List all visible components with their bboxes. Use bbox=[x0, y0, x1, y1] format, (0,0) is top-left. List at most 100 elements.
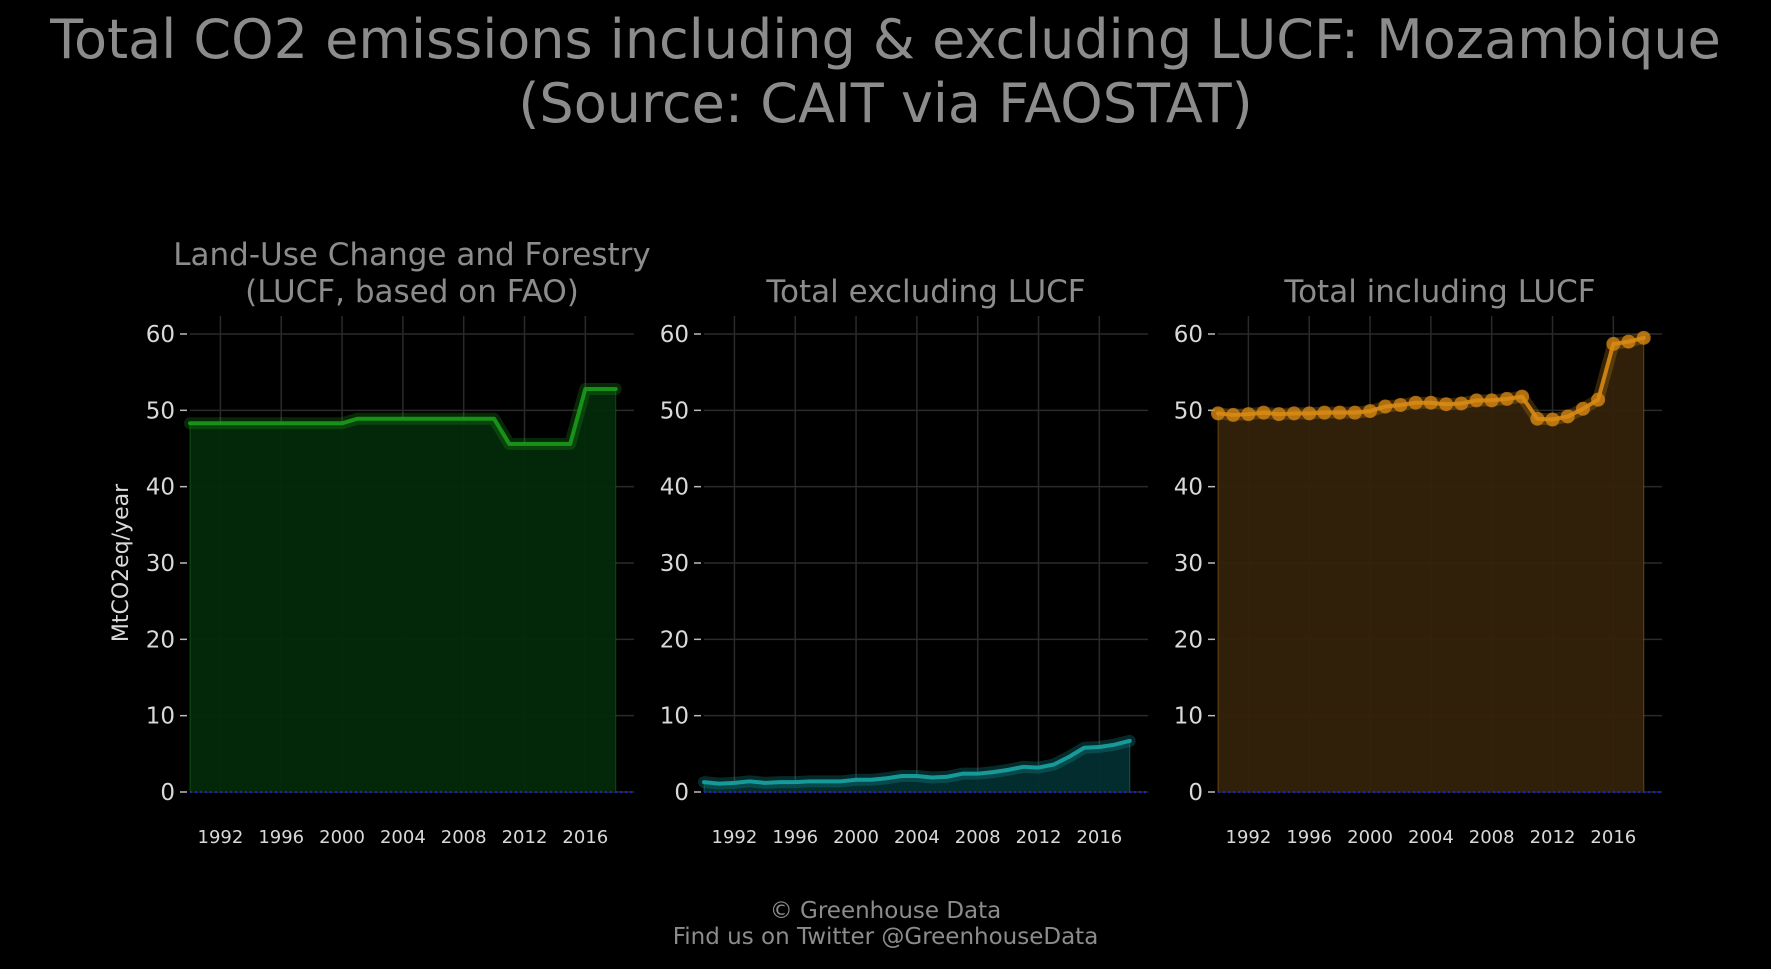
x-tick-label: 2000 bbox=[1347, 827, 1393, 848]
y-axis: 0 10 20 30 40 50 60 bbox=[146, 322, 187, 806]
chart-title-line1: Total CO2 emissions including & excludin… bbox=[50, 8, 1721, 71]
x-tick-label: 2016 bbox=[562, 827, 608, 848]
data-point bbox=[1271, 407, 1286, 422]
y-tick-label: 30 bbox=[146, 551, 175, 577]
chart-title-line2: (Source: CAIT via FAOSTAT) bbox=[518, 72, 1253, 135]
data-point bbox=[1393, 397, 1408, 412]
x-axis: 1992 1996 2000 2004 2008 2012 2016 bbox=[198, 827, 609, 848]
footer-copyright: © Greenhouse Data bbox=[769, 898, 1002, 924]
y-tick-label: 50 bbox=[146, 398, 175, 424]
data-point bbox=[1469, 393, 1484, 408]
data-point bbox=[1287, 406, 1302, 421]
data-point bbox=[1575, 401, 1590, 416]
data-point bbox=[1211, 406, 1225, 421]
y-tick-label: 60 bbox=[146, 322, 175, 348]
data-point bbox=[1241, 407, 1256, 422]
x-tick-label: 2004 bbox=[1408, 827, 1454, 848]
y-axis: 0 10 20 30 40 50 60 bbox=[660, 322, 701, 806]
data-point bbox=[1226, 407, 1241, 422]
x-tick-label: 2016 bbox=[1076, 827, 1122, 848]
subplot-title-line: (LUCF, based on FAO) bbox=[245, 274, 579, 310]
y-tick-label: 10 bbox=[660, 704, 689, 730]
subplot-title: Total including LUCF bbox=[1283, 274, 1595, 310]
y-tick-label: 40 bbox=[146, 475, 175, 501]
data-point bbox=[1256, 405, 1271, 420]
x-tick-label: 2016 bbox=[1590, 827, 1636, 848]
y-tick-label: 20 bbox=[146, 627, 175, 653]
y-axis: 0 10 20 30 40 50 60 bbox=[1174, 322, 1215, 806]
data-point bbox=[1560, 409, 1575, 424]
data-point bbox=[1484, 393, 1499, 408]
subplot-title-line: Total excluding LUCF bbox=[765, 274, 1085, 310]
x-tick-label: 2008 bbox=[441, 827, 487, 848]
area-fill bbox=[1218, 337, 1644, 792]
chart-title: Total CO2 emissions including & excludin… bbox=[0, 8, 1771, 136]
series-line bbox=[188, 386, 618, 446]
x-axis: 1992 1996 2000 2004 2008 2012 2016 bbox=[712, 827, 1123, 848]
x-tick-label: 2000 bbox=[319, 827, 365, 848]
x-tick-label: 1996 bbox=[1286, 827, 1332, 848]
subplot-title-line: Land-Use Change and Forestry bbox=[173, 237, 651, 273]
series-line bbox=[702, 738, 1132, 786]
y-tick-label: 0 bbox=[160, 780, 175, 806]
panel-2: 0 10 20 30 40 50 60 1992 1996 2000 2004 2008 2012 201… bbox=[660, 274, 1148, 848]
data-point bbox=[1423, 395, 1438, 410]
data-point bbox=[1408, 395, 1423, 410]
data-point bbox=[1439, 397, 1454, 412]
x-tick-label: 1992 bbox=[1226, 827, 1272, 848]
x-tick-label: 2008 bbox=[955, 827, 1001, 848]
y-tick-label: 30 bbox=[660, 551, 689, 577]
y-tick-label: 50 bbox=[660, 398, 689, 424]
grid bbox=[704, 316, 1148, 793]
y-tick-label: 20 bbox=[660, 627, 689, 653]
data-point bbox=[1636, 330, 1651, 345]
y-tick-label: 50 bbox=[1174, 398, 1203, 424]
panel-3: 0 10 20 30 40 50 60 1992 1996 2000 2004 2008 2012 201… bbox=[1174, 274, 1662, 848]
subplot-title: Land-Use Change and Forestry(LUCF, based… bbox=[173, 237, 651, 310]
panel-1: 0 10 20 30 40 50 60 1992 1996 2000 2004 2008 2012 201… bbox=[109, 237, 651, 848]
footer: © Greenhouse Data Find us on Twitter @Gr… bbox=[0, 898, 1771, 950]
x-tick-label: 2012 bbox=[502, 827, 548, 848]
x-tick-label: 1992 bbox=[198, 827, 244, 848]
data-point bbox=[1454, 396, 1469, 411]
data-point bbox=[1317, 405, 1332, 420]
x-tick-label: 1996 bbox=[258, 827, 304, 848]
y-axis-label: MtCO2eq/year bbox=[109, 483, 134, 642]
y-tick-label: 40 bbox=[1174, 475, 1203, 501]
y-tick-label: 40 bbox=[660, 475, 689, 501]
subplot-title-line: Total including LUCF bbox=[1283, 274, 1595, 310]
data-point bbox=[1515, 389, 1530, 404]
x-tick-label: 1992 bbox=[712, 827, 758, 848]
x-tick-label: 2000 bbox=[833, 827, 879, 848]
data-point bbox=[1545, 412, 1560, 427]
data-point bbox=[1332, 405, 1347, 420]
x-tick-label: 1996 bbox=[772, 827, 818, 848]
data-point bbox=[1621, 334, 1636, 349]
x-tick-label: 2012 bbox=[1016, 827, 1062, 848]
area-fill bbox=[190, 388, 616, 792]
y-tick-label: 30 bbox=[1174, 551, 1203, 577]
y-tick-label: 60 bbox=[1174, 322, 1203, 348]
x-tick-label: 2012 bbox=[1530, 827, 1576, 848]
y-tick-label: 20 bbox=[1174, 627, 1203, 653]
y-tick-label: 0 bbox=[1188, 780, 1203, 806]
x-axis: 1992 1996 2000 2004 2008 2012 2016 bbox=[1226, 827, 1637, 848]
x-tick-label: 2008 bbox=[1469, 827, 1515, 848]
subplot-title: Total excluding LUCF bbox=[765, 274, 1085, 310]
y-tick-label: 10 bbox=[146, 704, 175, 730]
x-tick-label: 2004 bbox=[894, 827, 940, 848]
data-point bbox=[1591, 392, 1606, 407]
data-point bbox=[1499, 391, 1514, 406]
data-point bbox=[1606, 336, 1621, 351]
data-point bbox=[1378, 399, 1393, 414]
data-point bbox=[1363, 404, 1378, 419]
y-tick-label: 60 bbox=[660, 322, 689, 348]
data-point bbox=[1302, 406, 1317, 421]
footer-twitter: Find us on Twitter @GreenhouseData bbox=[672, 924, 1099, 950]
data-point bbox=[1347, 405, 1362, 420]
x-tick-label: 2004 bbox=[380, 827, 426, 848]
data-point bbox=[1530, 411, 1545, 426]
y-tick-label: 0 bbox=[674, 780, 689, 806]
y-tick-label: 10 bbox=[1174, 704, 1203, 730]
